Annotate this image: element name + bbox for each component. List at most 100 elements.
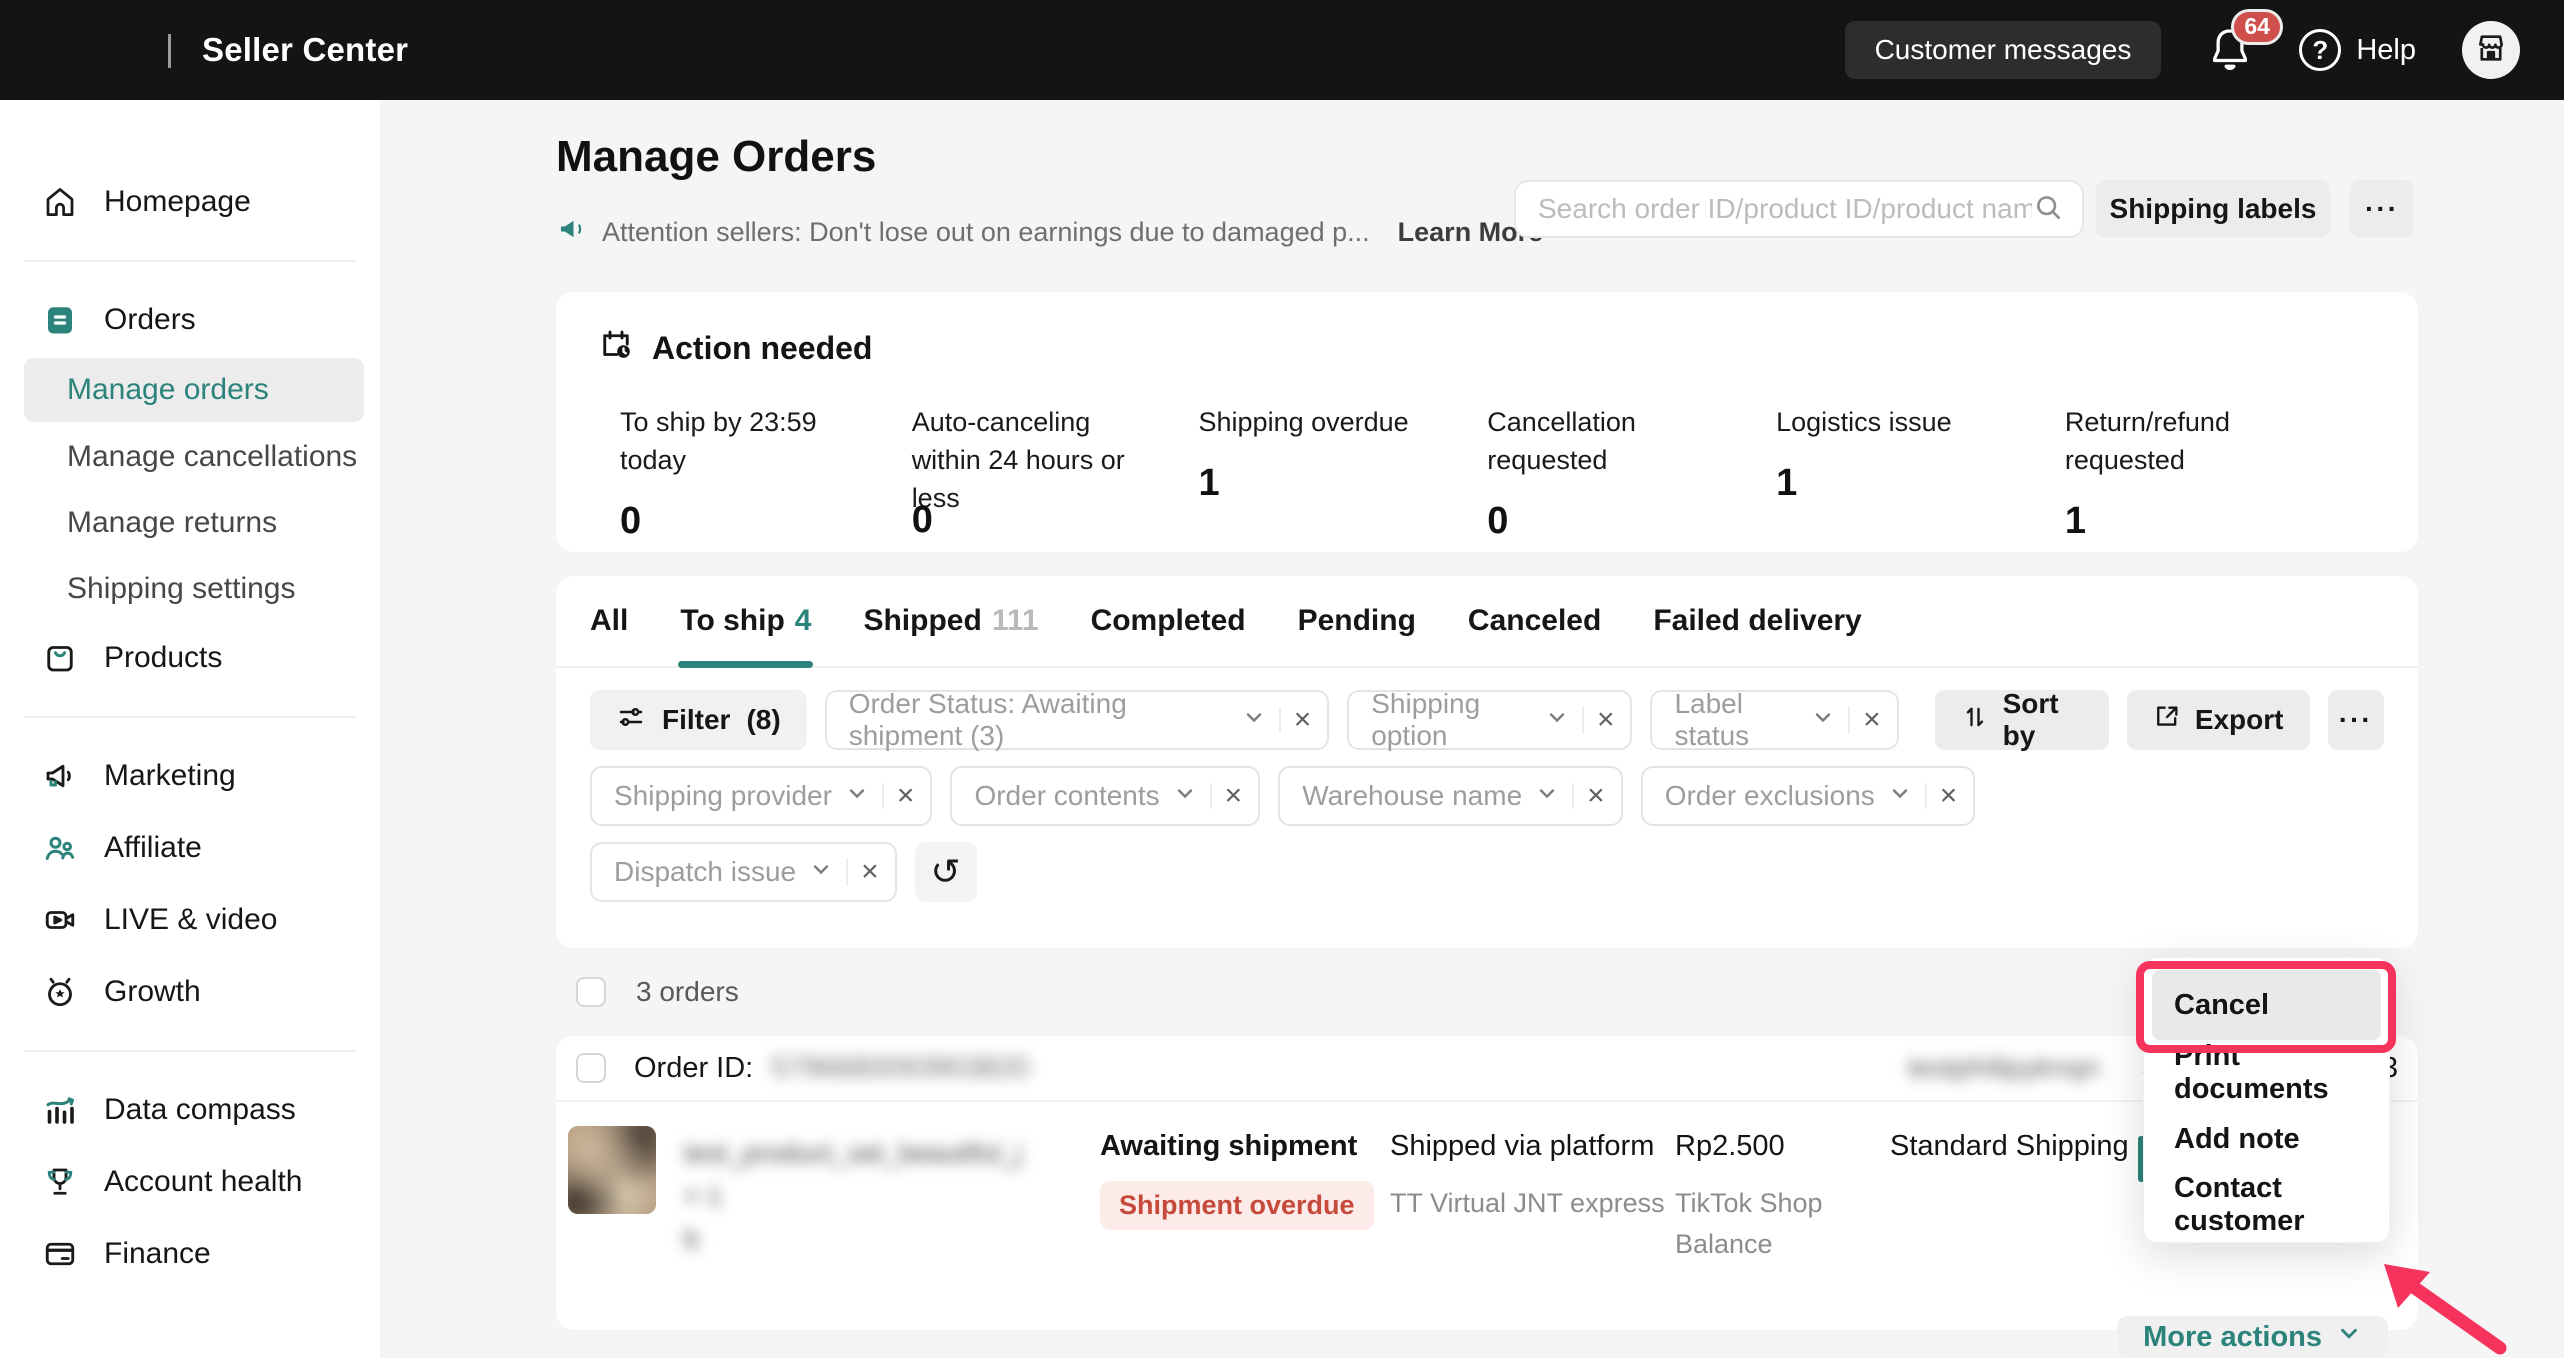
sidebar-item-data-compass[interactable]: Data compass: [0, 1074, 380, 1146]
select-all-checkbox[interactable]: [576, 977, 606, 1007]
order-tabs: All To ship 4 Shipped 111 Completed Pendin…: [556, 576, 2418, 668]
announcement-banner: Attention sellers: Don't lose out on ear…: [556, 214, 1543, 251]
search-input[interactable]: [1538, 193, 2032, 225]
sidebar-item-manage-cancellations[interactable]: Manage cancellations: [67, 440, 358, 473]
page-more-button[interactable]: ···: [2350, 180, 2414, 238]
product-image[interactable]: [568, 1126, 656, 1214]
stat-auto-canceling[interactable]: Auto-canceling within 24 hours or less 0: [911, 407, 1125, 542]
sidebar-item-marketing[interactable]: Marketing: [0, 740, 380, 812]
sidebar-item-shipping-settings[interactable]: Shipping settings: [67, 572, 296, 605]
menu-item-print-documents[interactable]: Print documents: [2174, 1040, 2329, 1105]
tab-completed[interactable]: Completed: [1090, 604, 1246, 637]
sidebar-item-growth[interactable]: Growth: [0, 956, 380, 1028]
tab-failed-delivery[interactable]: Failed delivery: [1653, 604, 1862, 637]
export-icon: [2153, 703, 2181, 738]
sidebar-item-affiliate[interactable]: Affiliate: [0, 812, 380, 884]
order-id-label: Order ID:: [634, 1051, 754, 1084]
tab-to-ship[interactable]: To ship 4: [678, 576, 814, 668]
chip-remove-icon[interactable]: ×: [861, 855, 879, 888]
sidebar-divider: [24, 1050, 356, 1052]
sidebar-nav: Homepage Orders Manage orders Manage can…: [0, 100, 380, 1358]
order-search: [1514, 180, 2084, 238]
hidden-primary-button-edge: [2138, 1136, 2147, 1182]
sidebar-item-manage-orders[interactable]: Manage orders: [24, 358, 364, 422]
ship-provider: TT Virtual JNT express: [1390, 1188, 1665, 1218]
tab-canceled[interactable]: Canceled: [1467, 604, 1602, 637]
chip-label-status[interactable]: Label status ×: [1650, 688, 1899, 751]
chip-remove-icon[interactable]: ×: [1587, 779, 1605, 812]
products-icon: [42, 640, 78, 676]
stat-shipping-overdue[interactable]: Shipping overdue 1: [1198, 407, 1409, 504]
trophy-icon: [42, 1164, 78, 1200]
stat-logistics-issue[interactable]: Logistics issue 1: [1776, 407, 1952, 504]
chip-dispatch-issue[interactable]: Dispatch issue ×: [590, 842, 897, 902]
notifications-button[interactable]: 64: [2207, 9, 2283, 75]
chip-remove-icon[interactable]: ×: [1939, 779, 1958, 812]
notification-count-badge: 64: [2231, 9, 2283, 45]
bar-chart-icon: [42, 1092, 78, 1128]
chevron-down-icon: [1242, 704, 1266, 736]
shipping-method-column: Shipped via platform TT Virtual JNT expr…: [1390, 1130, 1665, 1224]
chip-remove-icon[interactable]: ×: [896, 779, 915, 812]
order-row-card: Order ID: 5796680093903820 testphilipykn…: [556, 1036, 2418, 1358]
buyer-username-redacted: testphilipyknqn: [1907, 1051, 2100, 1084]
filters-more-button[interactable]: ···: [2327, 690, 2384, 750]
sidebar-item-finance[interactable]: Finance: [0, 1218, 380, 1290]
filter-sliders-icon: [616, 702, 646, 739]
stat-return-refund[interactable]: Return/refund requested 1: [2064, 407, 2230, 542]
stat-to-ship[interactable]: To ship by 23:59 today 0: [620, 407, 817, 542]
stat-cancellation-requested[interactable]: Cancellation requested 0: [1487, 407, 1636, 542]
more-actions-button[interactable]: More actions: [2117, 1316, 2388, 1358]
reset-filters-button[interactable]: ↺: [914, 842, 977, 902]
reset-icon: ↺: [930, 851, 961, 892]
chip-warehouse-name[interactable]: Warehouse name ×: [1278, 766, 1623, 826]
finance-card-icon: [42, 1236, 78, 1272]
video-camera-icon: [42, 902, 78, 938]
export-button[interactable]: Export: [2126, 690, 2310, 750]
announcement-megaphone-icon: [556, 214, 586, 251]
sidebar-item-products[interactable]: Products: [0, 622, 380, 694]
sort-by-button[interactable]: Sort by: [1934, 688, 2109, 751]
filter-button[interactable]: Filter (8): [590, 690, 807, 750]
action-needed-stats: To ship by 23:59 today 0 Auto-canceling …: [598, 404, 2376, 543]
selection-bar: 3 orders: [556, 948, 2418, 1036]
chevron-down-icon: [1811, 704, 1835, 736]
customer-messages-button[interactable]: Customer messages: [1844, 21, 2162, 79]
tab-all[interactable]: All: [590, 604, 629, 637]
chip-order-contents[interactable]: Order contents ×: [950, 766, 1261, 826]
chip-order-status[interactable]: Order Status: Awaiting shipment (3) ×: [824, 688, 1330, 751]
search-icon[interactable]: [2032, 191, 2064, 228]
action-needed-title: Action needed: [652, 329, 873, 366]
sidebar-item-account-health[interactable]: Account health: [0, 1146, 380, 1218]
shipping-labels-button[interactable]: Shipping labels: [2096, 180, 2330, 238]
order-checkbox[interactable]: [576, 1053, 606, 1083]
chip-remove-icon[interactable]: ×: [1863, 703, 1881, 736]
chip-shipping-provider[interactable]: Shipping provider ×: [590, 766, 933, 826]
sidebar-item-homepage[interactable]: Homepage: [0, 166, 380, 238]
menu-item-add-note[interactable]: Add note: [2174, 1122, 2300, 1155]
menu-item-contact-customer[interactable]: Contact customer: [2174, 1172, 2305, 1237]
tab-shipped[interactable]: Shipped 111: [863, 604, 1039, 637]
action-needed-card: Action needed To ship by 23:59 today 0 A…: [556, 292, 2418, 552]
tab-pending[interactable]: Pending: [1297, 604, 1416, 637]
chip-remove-icon[interactable]: ×: [1293, 703, 1312, 736]
ship-method: Shipped via platform: [1390, 1130, 1655, 1162]
sidebar-item-live-video[interactable]: LIVE & video: [0, 884, 380, 956]
sidebar-item-manage-returns[interactable]: Manage returns: [67, 506, 278, 539]
order-status-column: Awaiting shipment Shipment overdue: [1100, 1130, 1374, 1230]
order-body: test_product_set_beautiful_j × 1 b Await…: [556, 1102, 2418, 1358]
sidebar-item-orders[interactable]: Orders: [0, 284, 380, 356]
menu-item-cancel[interactable]: Cancel: [2152, 970, 2381, 1040]
chip-remove-icon[interactable]: ×: [1596, 703, 1615, 736]
chip-shipping-option[interactable]: Shipping option ×: [1347, 688, 1633, 751]
help-button[interactable]: ? Help: [2299, 29, 2416, 71]
page-title: Manage Orders: [556, 132, 877, 181]
chip-remove-icon[interactable]: ×: [1224, 779, 1243, 812]
shop-avatar-button[interactable]: [2462, 21, 2520, 79]
chip-order-exclusions[interactable]: Order exclusions ×: [1640, 766, 1976, 826]
filters-area: Filter (8) Order Status: Awaiting shipme…: [556, 668, 2418, 902]
question-icon: ?: [2299, 29, 2342, 71]
chevron-down-icon: [1535, 780, 1559, 812]
calendar-clock-icon: [598, 326, 634, 370]
